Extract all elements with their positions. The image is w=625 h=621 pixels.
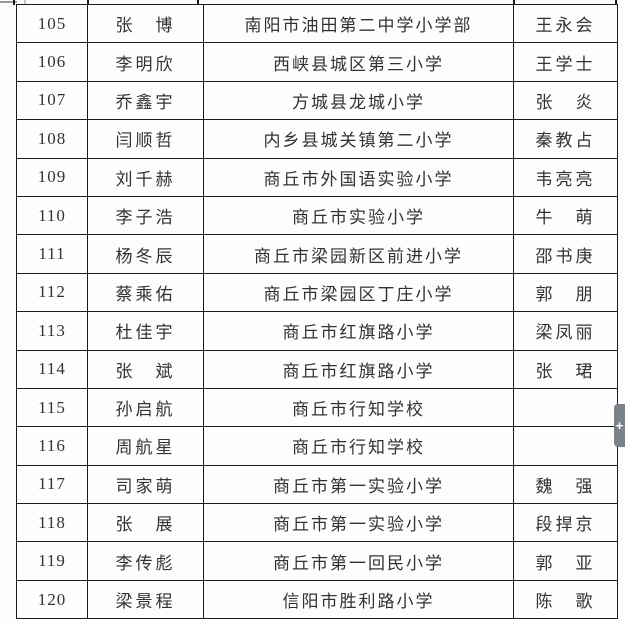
cell-school: 内乡县城关镇第二小学: [203, 119, 514, 159]
cell-student: 闫顺哲: [87, 119, 204, 159]
cell-teacher: 王永会: [513, 3, 618, 44]
table-body: 105 张 博南阳市油田第二中学小学部 王永会 106 李明欣 西峡县城区第三小学 王学士 1…: [16, 3, 618, 620]
cell-no: 116: [16, 426, 88, 466]
cell-school: 商丘市红旗路小学: [203, 349, 514, 389]
cutoff-border-stub: [87, 0, 89, 5]
cell-teacher: [513, 426, 618, 466]
cell-teacher: 张 炎: [513, 80, 618, 121]
cell-school: 商丘市梁园新区前进小学: [203, 234, 514, 274]
cell-teacher: 郭 朋: [513, 272, 618, 313]
cell-teacher: 段捍京: [513, 503, 618, 543]
cell-no: 114: [16, 349, 88, 389]
cell-school: 商丘市外国语实验小学: [203, 157, 514, 197]
cutoff-border-stub: [197, 0, 199, 5]
plus-icon: +: [615, 418, 624, 433]
cell-school: 商丘市第一回民小学: [203, 541, 514, 581]
cell-student: 孙启航: [87, 387, 204, 428]
cell-student: 周航星: [87, 426, 204, 466]
table-row: 111 杨冬辰 商丘市梁园新区前进小学 邵书庚: [16, 234, 618, 274]
cell-no: 105: [16, 3, 88, 44]
cell-teacher: 王学士: [513, 42, 618, 82]
cell-teacher: 邵书庚: [513, 234, 618, 274]
table-row: 119 李传彪 商丘市第一回民小学郭 亚: [16, 541, 618, 581]
table-row: 105 张 博南阳市油田第二中学小学部 王永会: [16, 3, 618, 44]
cell-school: 方城县龙城小学: [203, 80, 514, 121]
table-row: 113 杜佳宇 商丘市红旗路小学 梁凤丽: [16, 311, 618, 351]
table-row: 120 梁景程 信阳市胜利路小学陈 歌: [16, 579, 618, 620]
cell-no: 111: [16, 234, 88, 274]
table-row: 106 李明欣 西峡县城区第三小学 王学士: [16, 42, 618, 82]
table-row: 110 李子浩 商丘市实验小学牛 萌: [16, 195, 618, 236]
table-row: 109 刘千赫 商丘市外国语实验小学 韦亮亮: [16, 157, 618, 197]
cell-no: 120: [16, 579, 88, 620]
cutoff-border-stub: [615, 0, 617, 5]
cell-school: 商丘市第一实验小学: [203, 503, 514, 543]
table-row: 116 周航星 商丘市行知学校: [16, 426, 618, 466]
cell-teacher: 陈 歌: [513, 579, 618, 620]
table-row: 114 张 斌商丘市红旗路小学张 珺: [16, 349, 618, 389]
cell-student: 乔鑫宇: [87, 80, 204, 121]
cell-no: 118: [16, 503, 88, 543]
cell-teacher: 梁凤丽: [513, 311, 618, 351]
cell-no: 113: [16, 311, 88, 351]
cell-teacher: 郭 亚: [513, 541, 618, 581]
cell-no: 106: [16, 42, 88, 82]
side-handle-button[interactable]: +: [614, 404, 625, 447]
cell-student: 杜佳宇: [87, 311, 204, 351]
cutoff-border-stub: [513, 0, 515, 5]
cell-no: 107: [16, 80, 88, 121]
cell-school: 商丘市行知学校: [203, 426, 514, 466]
cell-student: 张 博: [87, 3, 204, 44]
cell-student: 梁景程: [87, 579, 204, 620]
cell-no: 110: [16, 195, 88, 236]
cell-school: 商丘市行知学校: [203, 387, 514, 428]
cell-no: 119: [16, 541, 88, 581]
cell-student: 李子浩: [87, 195, 204, 236]
cell-student: 李传彪: [87, 541, 204, 581]
cell-teacher: 魏 强: [513, 464, 618, 505]
cell-no: 109: [16, 157, 88, 197]
cell-school: 西峡县城区第三小学: [203, 42, 514, 82]
cell-student: 刘千赫: [87, 157, 204, 197]
cell-school: 商丘市红旗路小学: [203, 311, 514, 351]
cell-student: 张 展: [87, 503, 204, 543]
cell-student: 李明欣: [87, 42, 204, 82]
cell-teacher: 韦亮亮: [513, 157, 618, 197]
cell-no: 108: [16, 119, 88, 159]
cell-student: 司家萌: [87, 464, 204, 505]
cell-teacher: 秦教占: [513, 119, 618, 159]
cutoff-border-stub: [13, 0, 15, 5]
table-row: 107 乔鑫宇 方城县龙城小学张 炎: [16, 80, 618, 121]
cell-school: 信阳市胜利路小学: [203, 579, 514, 620]
table-row: 118 张 展商丘市第一实验小学 段捍京: [16, 503, 618, 543]
cell-no: 117: [16, 464, 88, 505]
cell-teacher: [513, 387, 618, 428]
cutoff-gray-line: [0, 1, 17, 3]
cell-student: 张 斌: [87, 349, 204, 389]
table-row: 115 孙启航 商丘市行知学校: [16, 387, 618, 428]
cell-teacher: 牛 萌: [513, 195, 618, 236]
student-roster-table: 105 张 博南阳市油田第二中学小学部 王永会 106 李明欣 西峡县城区第三小学 王学士 1…: [16, 3, 618, 620]
table-row: 117 司家萌 商丘市第一实验小学魏 强: [16, 464, 618, 505]
table-row: 112 蔡乘佑 商丘市梁园区丁庄小学郭 朋: [16, 272, 618, 313]
cell-no: 112: [16, 272, 88, 313]
cell-school: 商丘市第一实验小学: [203, 464, 514, 505]
cell-school: 商丘市实验小学: [203, 195, 514, 236]
cell-school: 商丘市梁园区丁庄小学: [203, 272, 514, 313]
cell-teacher: 张 珺: [513, 349, 618, 389]
cell-student: 蔡乘佑: [87, 272, 204, 313]
cell-school: 南阳市油田第二中学小学部: [203, 3, 514, 44]
cell-no: 115: [16, 387, 88, 428]
cell-student: 杨冬辰: [87, 234, 204, 274]
cutoff-gray-stub: [24, 0, 26, 4]
table-row: 108 闫顺哲 内乡县城关镇第二小学 秦教占: [16, 119, 618, 159]
